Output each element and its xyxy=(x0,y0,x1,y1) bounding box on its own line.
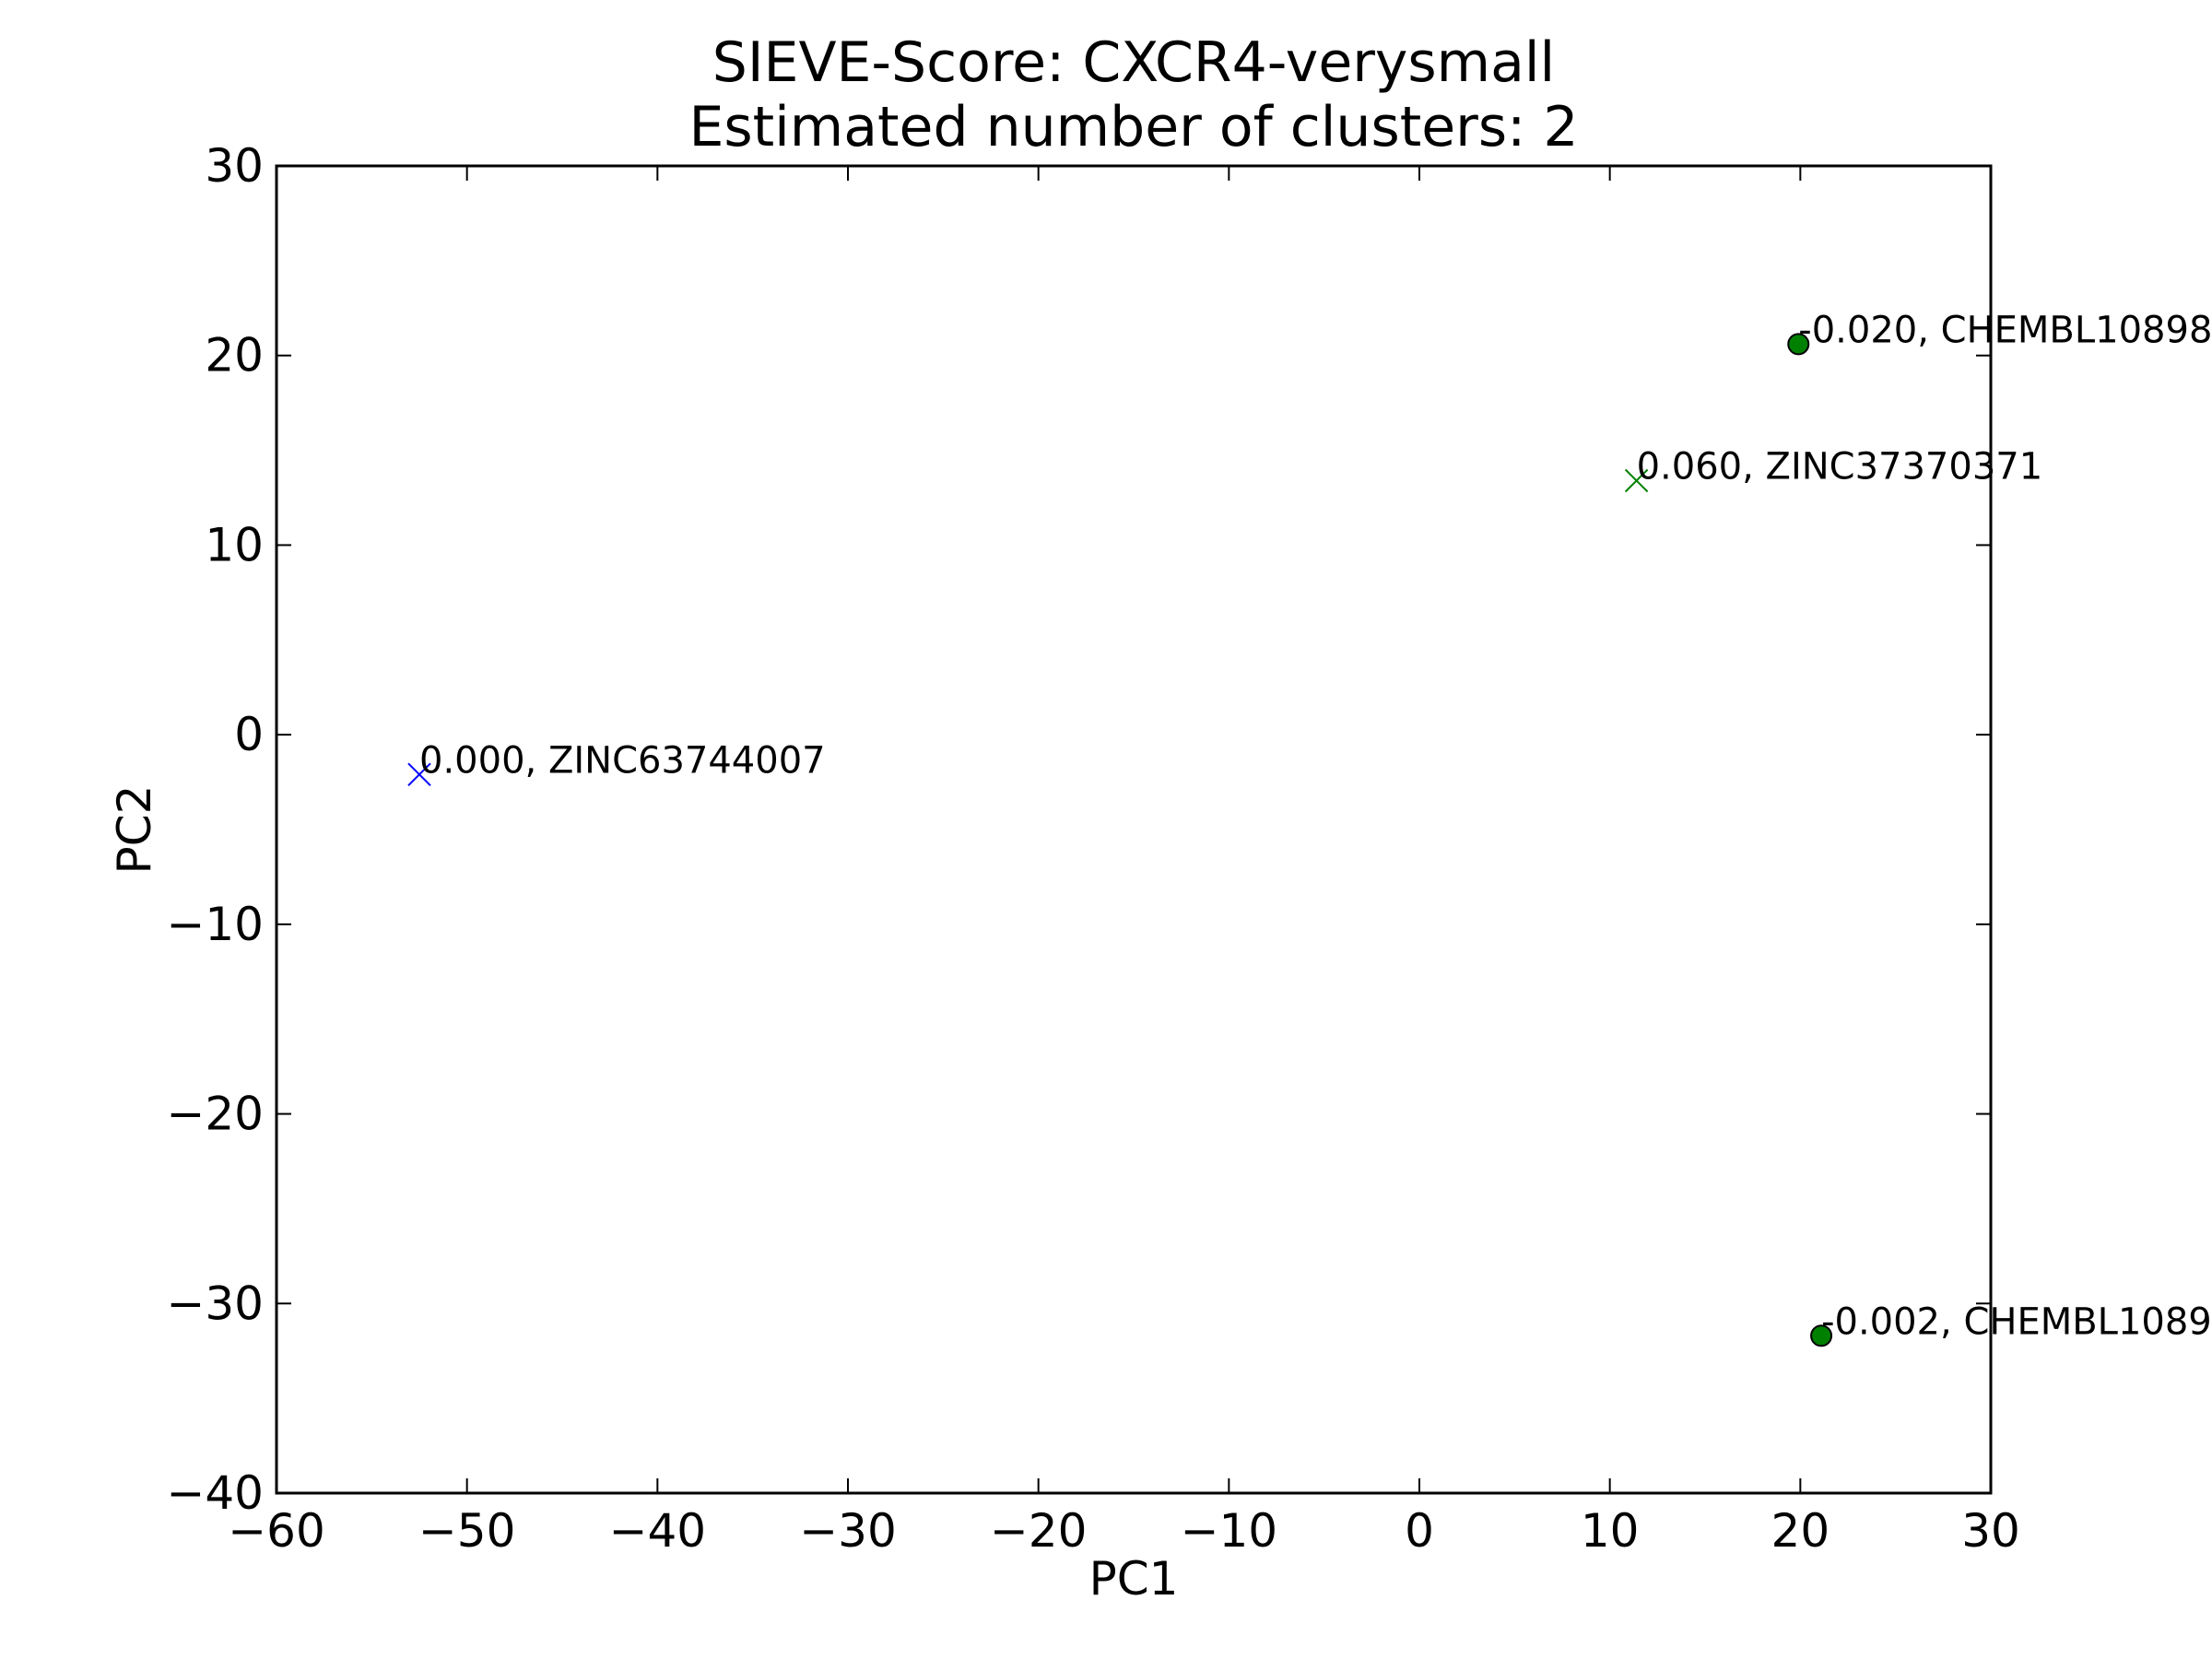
y-tick-label: 0 xyxy=(234,708,264,761)
y-tick-label: −20 xyxy=(166,1088,264,1141)
y-tick-label: 30 xyxy=(205,139,264,193)
chart-subtitle: Estimated number of clusters: 2 xyxy=(688,95,1578,159)
point-annotation: 0.000, ZINC63744007 xyxy=(419,739,826,782)
point-marker-circle xyxy=(1787,333,1810,356)
x-tick-label: 0 xyxy=(1405,1504,1434,1558)
plot-layer: −60 −50 −40 −30 −20 −10 0 10 20 30 −40 −30 −20 −10 0 10… xyxy=(166,139,2212,1558)
point-marker-x xyxy=(407,762,431,787)
y-tick-label: 10 xyxy=(205,518,264,571)
x-tick-label: 30 xyxy=(1961,1504,2020,1558)
x-tick-label: −60 xyxy=(228,1504,325,1558)
point-marker-circle xyxy=(1810,1324,1833,1347)
point-marker-x xyxy=(1624,468,1649,493)
y-tick-label: 20 xyxy=(205,329,264,382)
x-tick-label: −40 xyxy=(609,1504,707,1558)
x-tick-label: −20 xyxy=(990,1504,1088,1558)
plot-frame xyxy=(275,164,1993,1495)
x-axis-label: PC1 xyxy=(1089,1552,1179,1606)
y-tick-label: −10 xyxy=(166,898,264,951)
x-tick-label: −50 xyxy=(418,1504,516,1558)
chart-title: SIEVE-Score: CXCR4-verysmall xyxy=(712,30,1555,95)
x-tick-label: 20 xyxy=(1771,1504,1830,1558)
y-axis-label: PC2 xyxy=(108,785,161,875)
y-tick-label: −30 xyxy=(166,1277,264,1330)
x-tick-label: −10 xyxy=(1181,1504,1278,1558)
point-annotation: -0.020, CHEMBL10898 xyxy=(1798,309,2212,351)
x-tick-label: 10 xyxy=(1581,1504,1640,1558)
x-tick-label: −30 xyxy=(799,1504,897,1558)
point-annotation: -0.002, CHEMBL1089 xyxy=(1821,1300,2212,1343)
point-annotation: 0.060, ZINC37370371 xyxy=(1637,445,2043,488)
y-tick-label: −40 xyxy=(166,1466,264,1520)
